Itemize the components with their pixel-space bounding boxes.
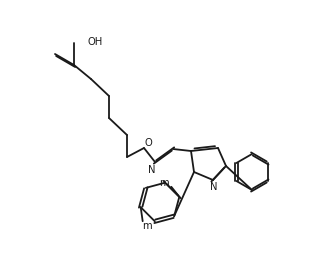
- Text: OH: OH: [88, 37, 103, 47]
- Text: m: m: [160, 178, 169, 188]
- Text: N: N: [148, 165, 156, 175]
- Text: O: O: [144, 138, 152, 148]
- Text: N: N: [210, 182, 218, 192]
- Text: m: m: [142, 221, 151, 231]
